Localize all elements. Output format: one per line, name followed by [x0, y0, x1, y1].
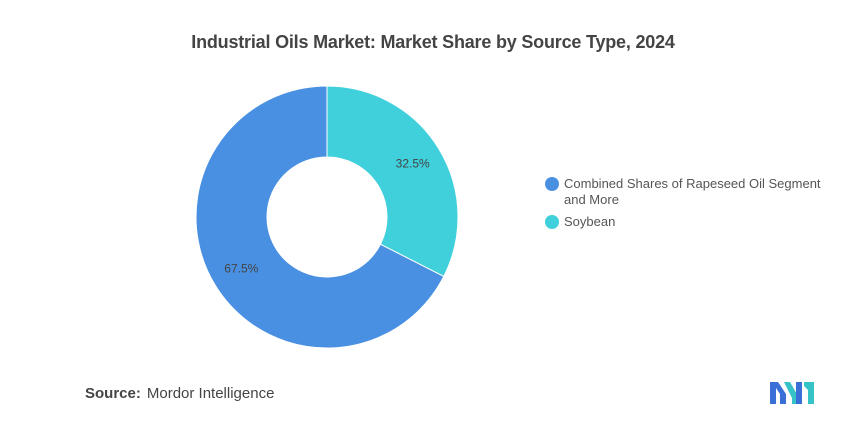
legend-swatch-rapeseed [545, 177, 559, 191]
chart-title: Industrial Oils Market: Market Share by … [191, 32, 675, 52]
legend-swatch-soybean [545, 215, 559, 229]
slice-value-label-0: 32.5% [396, 157, 430, 171]
legend-label: Soybean [564, 214, 616, 229]
legend-item-soybean: Soybean [545, 214, 845, 230]
donut-slice-0 [326, 85, 459, 278]
legend: Combined Shares of Rapeseed Oil Segment … [545, 176, 845, 236]
donut-slice-1 [195, 85, 445, 349]
source-key: Source: [85, 385, 141, 402]
donut-slices [195, 85, 459, 349]
slice-labels: 32.5% 67.5% [224, 157, 430, 276]
legend-label: Combined Shares of Rapeseed Oil Segment … [564, 176, 821, 207]
legend-item-rapeseed: Combined Shares of Rapeseed Oil Segment … [545, 176, 845, 208]
source-value: Mordor Intelligence [146, 385, 275, 402]
slice-value-label-1: 67.5% [224, 262, 258, 276]
mordor-intelligence-logo-icon [770, 382, 814, 404]
source-note: Source: Mordor Intelligence [85, 385, 274, 402]
